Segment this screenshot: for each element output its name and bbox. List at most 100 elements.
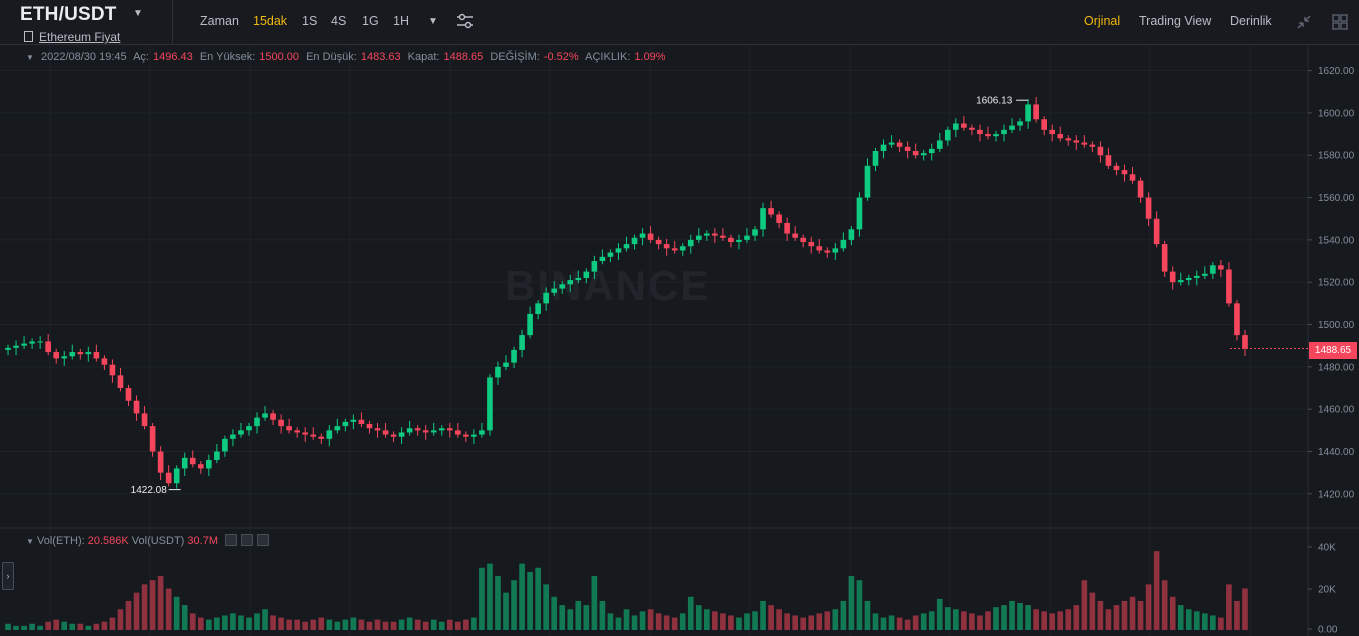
- candle-body: [936, 140, 943, 149]
- volume-bar: [13, 625, 19, 630]
- volume-bar: [125, 600, 132, 630]
- candle-body: [953, 123, 959, 130]
- vol-usdt-label: Vol(USDT): [131, 535, 185, 547]
- grid-layout-icon[interactable]: [1332, 14, 1348, 35]
- pair-title[interactable]: ETH/USDT: [20, 4, 117, 25]
- candle-body: [61, 356, 68, 359]
- volume-bar: [1097, 600, 1104, 630]
- volume-bar: [270, 615, 276, 630]
- vol-eth-label: Vol(ETH):: [36, 535, 85, 547]
- volume-bar: [551, 596, 558, 630]
- last-price-tag: 1488.65: [1309, 342, 1357, 359]
- volume-bar: [784, 613, 790, 630]
- ethereum-price-link[interactable]: Ethereum Fiyat: [39, 30, 121, 44]
- candle-body: [1161, 244, 1168, 272]
- change-value: -0.52%: [543, 51, 579, 63]
- tab-1h[interactable]: 1S: [302, 14, 318, 28]
- volume-bar: [1169, 596, 1176, 630]
- volume-bar: [149, 580, 156, 630]
- candle-body: [286, 426, 292, 431]
- candle-body: [1121, 170, 1128, 175]
- candle-body: [768, 208, 774, 215]
- volume-bar: [760, 600, 766, 630]
- candle-body: [591, 261, 598, 272]
- tab-tradingview[interactable]: Trading View: [1139, 14, 1212, 28]
- collapse-icon[interactable]: [1296, 14, 1312, 35]
- candle-body: [1001, 129, 1007, 135]
- visibility-icon[interactable]: [225, 534, 238, 546]
- y-tick-label: 1600.00: [1318, 108, 1355, 119]
- tab-depth[interactable]: Derinlik: [1230, 14, 1272, 28]
- volume-bar: [928, 611, 935, 630]
- candle-body: [1097, 146, 1104, 156]
- low-label: En Düşük:: [306, 51, 357, 63]
- candlestick-chart[interactable]: 1620.00 1600.00 1580.00 1560.00 1540.00 1520.…: [0, 45, 1359, 636]
- candle-body: [961, 123, 967, 128]
- more-timeframes-icon[interactable]: ▼: [428, 16, 438, 27]
- candle-body: [350, 419, 357, 422]
- tab-15min[interactable]: 15dak: [253, 14, 288, 28]
- candle-body: [760, 208, 766, 230]
- candle-body: [342, 421, 349, 427]
- volume-bar: [864, 600, 871, 630]
- candle-body: [864, 165, 871, 198]
- candle-body: [69, 352, 76, 357]
- candle-body: [647, 233, 654, 240]
- candle-body: [776, 214, 782, 223]
- volume-bar: [993, 607, 999, 630]
- tab-original[interactable]: Orjinal: [1084, 14, 1121, 28]
- y-tick-label: 1440.00: [1318, 447, 1355, 458]
- y-tick-label: 1580.00: [1318, 151, 1355, 162]
- candle-body: [1169, 271, 1176, 283]
- tab-1w[interactable]: 1H: [393, 14, 409, 28]
- candle-body: [487, 377, 493, 431]
- candle-body: [1145, 197, 1152, 219]
- candle-body: [736, 239, 742, 242]
- candle-body: [663, 244, 670, 249]
- vol-eth-value: 20.586K: [87, 535, 129, 547]
- volume-bar: [1177, 605, 1184, 630]
- candle-body: [1210, 265, 1216, 274]
- candle-body: [1177, 280, 1184, 283]
- volume-bar: [479, 567, 485, 630]
- candle-body: [358, 419, 365, 424]
- volume-bar: [350, 617, 357, 630]
- candle-body: [230, 434, 236, 439]
- candle-body: [1185, 277, 1192, 281]
- candle-body: [1153, 218, 1160, 245]
- candle-body: [1218, 265, 1224, 270]
- close-icon[interactable]: [257, 534, 270, 546]
- pair-dropdown-icon[interactable]: ▼: [133, 8, 143, 19]
- volume-bar: [165, 588, 172, 630]
- volume-bar: [1057, 611, 1064, 630]
- candle-body: [1202, 273, 1208, 276]
- candle-body: [824, 250, 831, 253]
- volume-bar: [438, 621, 445, 630]
- tab-4h[interactable]: 4S: [331, 14, 347, 28]
- volume-bar: [543, 584, 549, 630]
- candle-body: [37, 341, 43, 343]
- candle-body: [495, 366, 501, 378]
- candle-body: [430, 430, 437, 433]
- candle-body: [238, 430, 244, 435]
- candle-body: [173, 468, 180, 484]
- candle-body: [551, 288, 558, 293]
- volume-bar: [101, 621, 108, 630]
- settings-sliders-icon[interactable]: [456, 13, 474, 34]
- volume-bar: [85, 625, 92, 630]
- settings-icon[interactable]: [241, 534, 254, 546]
- candle-body: [471, 434, 477, 437]
- volume-bar: [615, 617, 622, 630]
- tab-time[interactable]: Zaman: [200, 14, 239, 28]
- volume-bar: [173, 596, 180, 630]
- candle-body: [77, 352, 84, 355]
- tab-1d[interactable]: 1G: [362, 14, 379, 28]
- volume-bar: [607, 613, 614, 630]
- expand-panel-handle[interactable]: ›: [2, 562, 14, 590]
- volume-bar: [302, 621, 309, 630]
- y-tick-label: 1480.00: [1318, 362, 1355, 373]
- candle-body: [374, 428, 381, 431]
- volume-bar: [567, 609, 574, 630]
- volume-bar: [446, 619, 453, 630]
- candle-body: [5, 347, 11, 350]
